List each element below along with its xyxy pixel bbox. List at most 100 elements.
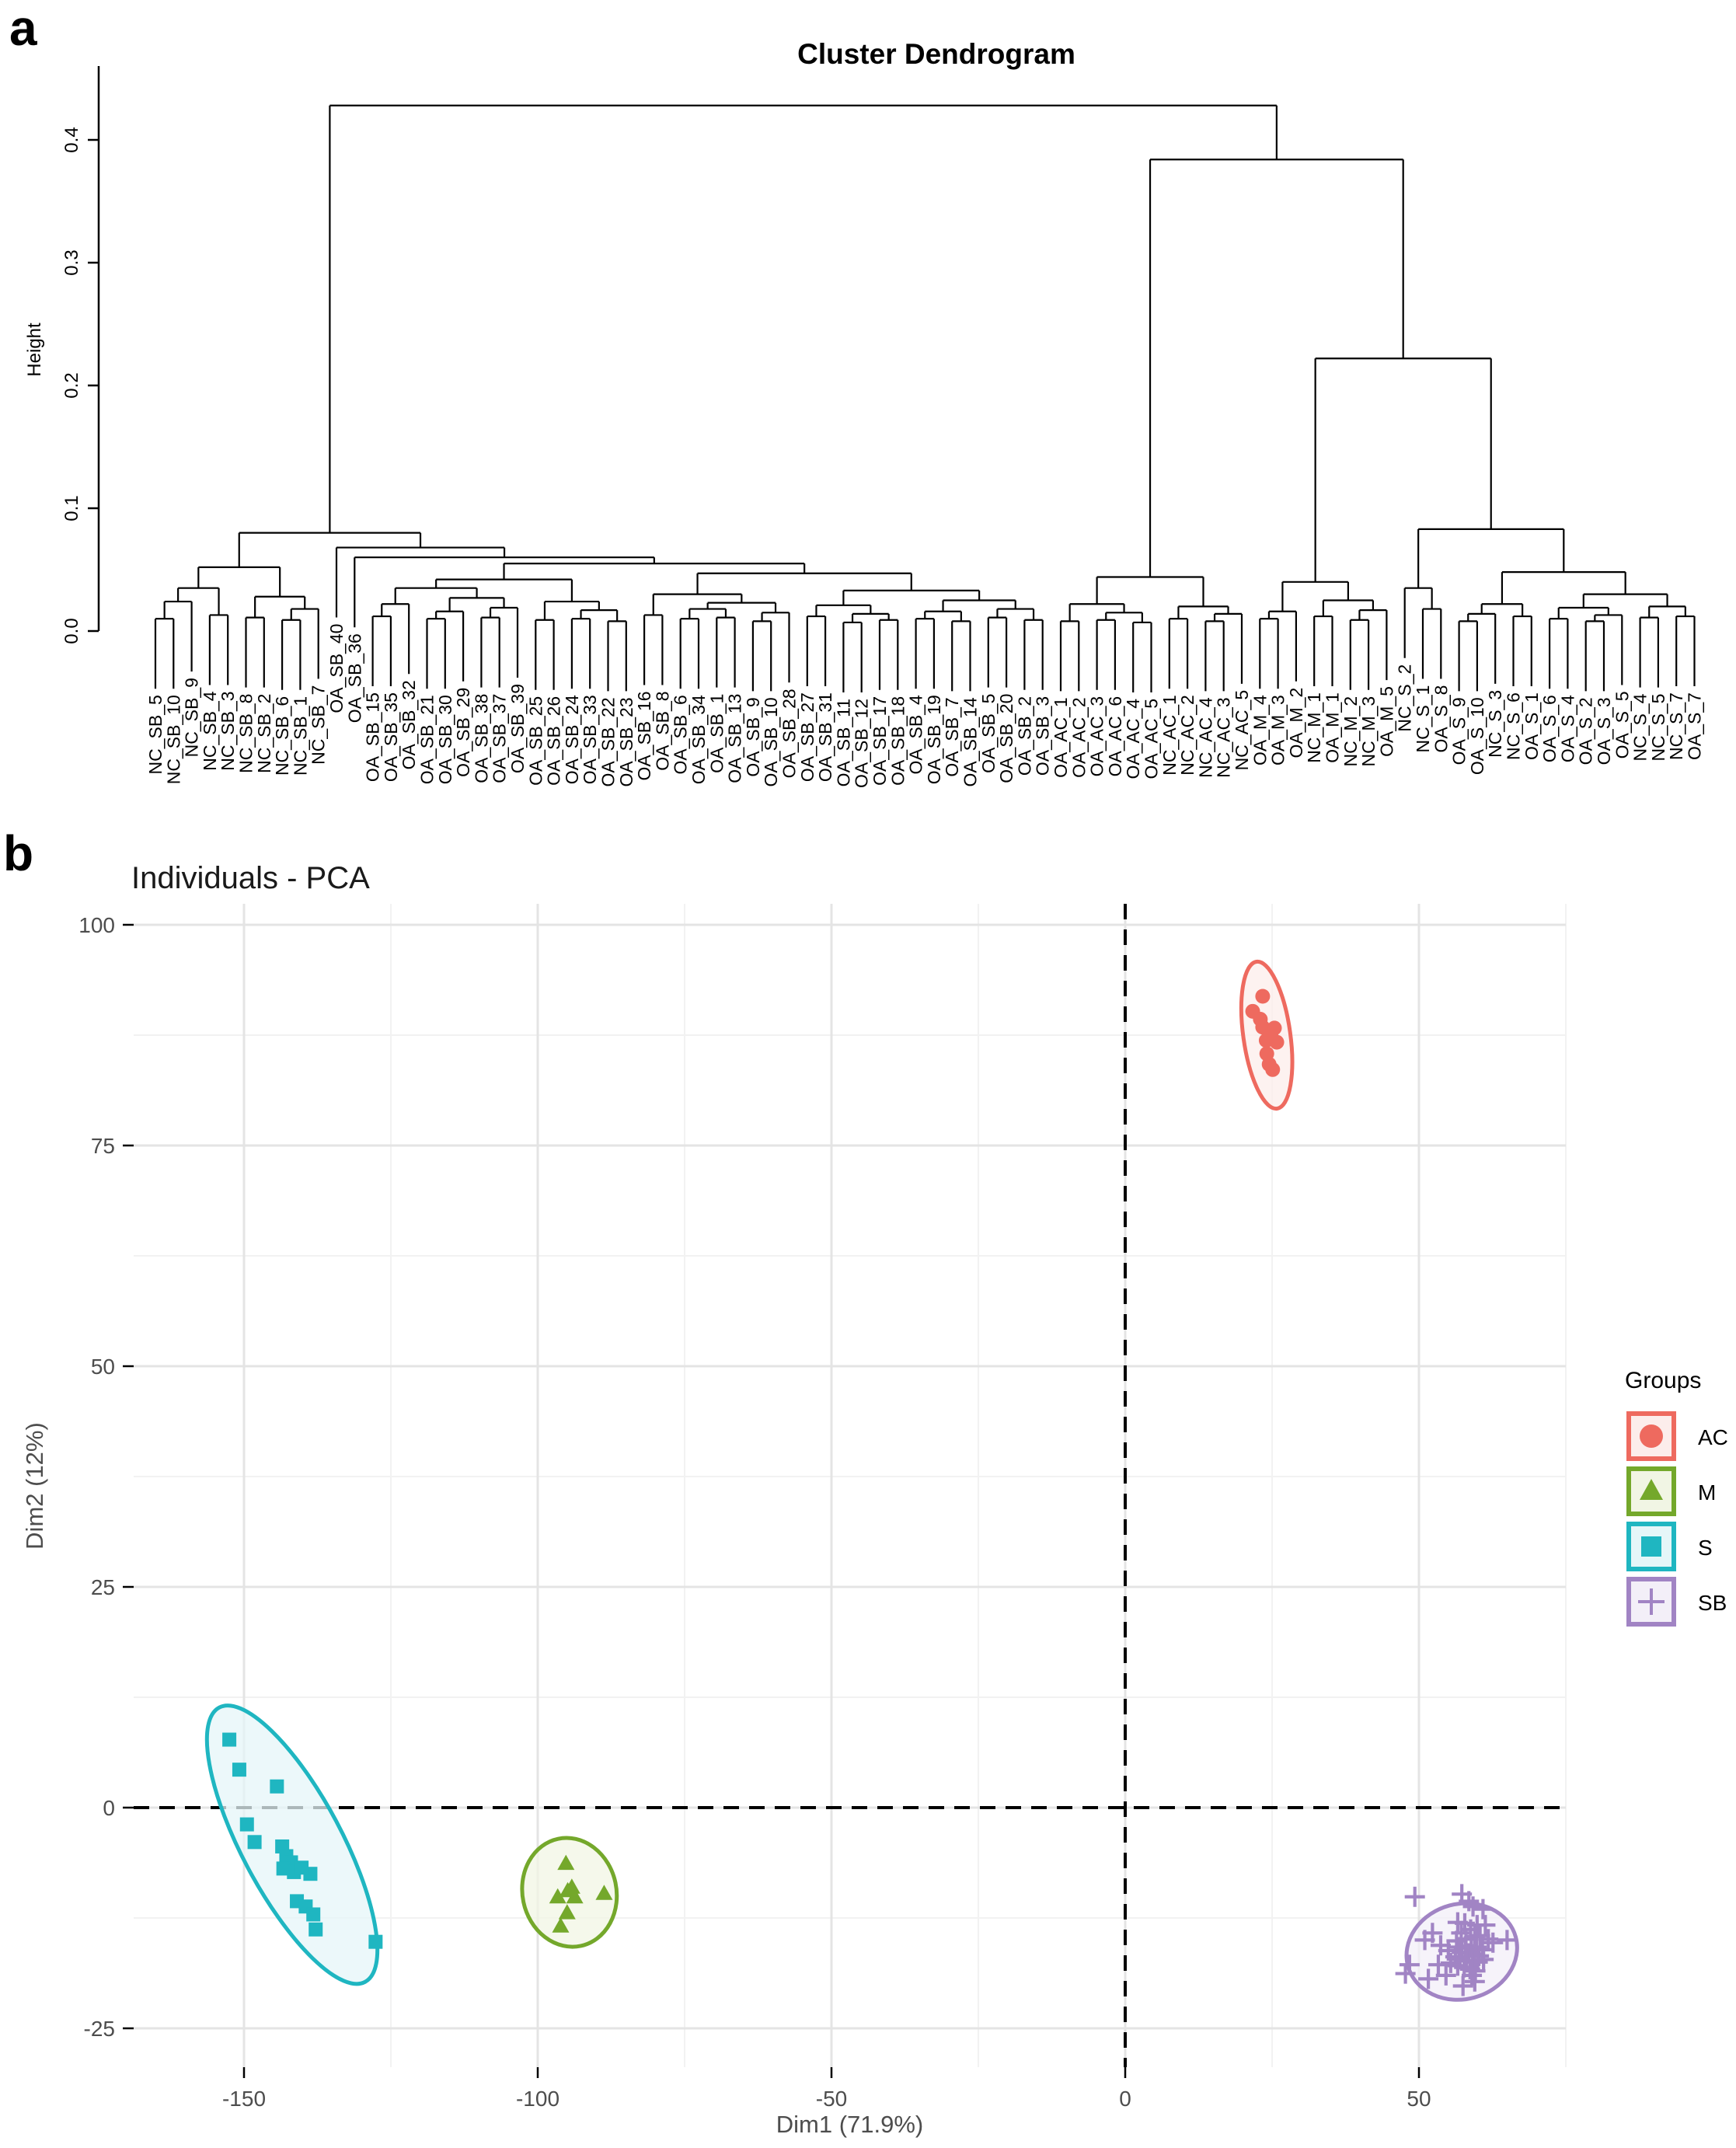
dendrogram-leaf-label: OA_SB_1 [706, 694, 727, 773]
dendrogram-leaf-label: OA_SB_12 [852, 699, 872, 788]
point-triangle-m [558, 1904, 576, 1920]
panel-a-label: a [9, 0, 37, 56]
dendrogram-leaf-label: OA_SB_3 [1033, 696, 1053, 776]
dendrogram-leaf-label: OA_AC_6 [1105, 696, 1125, 777]
dendrogram-leaf-label: OA_SB_16 [634, 691, 654, 780]
dendrogram-leaf-label: OA_AC_5 [1142, 699, 1162, 779]
point-plus-sb [1399, 1954, 1420, 1975]
dendrogram-leaf-label: NC_AC_5 [1232, 690, 1252, 771]
dendrogram-leaf-label: NC_S_5 [1648, 694, 1668, 762]
point-square-s [309, 1922, 323, 1937]
dendrogram-leaf-label: NC_SB_7 [309, 685, 329, 765]
dendrogram-leaf-label: OA_AC_4 [1123, 699, 1143, 779]
dendrogram-leaf-label: OA_SB_38 [471, 694, 491, 783]
y-axis-tick-label: -25 [84, 2017, 115, 2041]
dendrogram-leaf-label: OA_SB_17 [870, 696, 890, 786]
dendrogram-y-axis-title: Height [24, 323, 45, 377]
x-axis-tick-label: -150 [222, 2087, 266, 2111]
pca-x-axis-title: Dim1 (71.9%) [776, 2111, 924, 2138]
dendrogram-leaf-label: NC_AC_1 [1159, 695, 1180, 776]
dendrogram-leaf-label: OA_M_2 [1286, 688, 1306, 758]
point-square-s [270, 1779, 284, 1794]
point-plus-sb [1475, 1915, 1496, 1936]
dendrogram-leaf-label: OA_S_8 [1431, 685, 1451, 753]
dendrogram-leaf-label: OA_SB_29 [453, 688, 473, 777]
dendrogram-leaf-label: OA_SB_39 [507, 684, 528, 773]
point-square-s [222, 1732, 237, 1747]
point-square-s [239, 1817, 254, 1832]
legend-label-sb: SB [1698, 1591, 1727, 1615]
y-axis-tick-label: 0.0 [61, 618, 82, 643]
legend-label-ac: AC [1698, 1425, 1728, 1449]
dendrogram-leaf-label: NC_S_2 [1395, 664, 1415, 732]
dendrogram-leaf-label: OA_SB_14 [960, 697, 981, 786]
point-triangle-m [549, 1888, 566, 1904]
dendrogram-leaf-label: OA_SB_35 [381, 692, 401, 782]
point-square-s [232, 1763, 246, 1777]
y-axis-tick-label: 0.4 [61, 127, 82, 152]
point-plus-sb [1462, 1896, 1483, 1917]
point-plus-sb [1497, 1930, 1518, 1951]
dendrogram-leaf-label: OA_S_7 [1685, 692, 1705, 760]
y-axis-tick-label: 25 [91, 1575, 115, 1599]
dendrogram-leaf-label: OA_S_2 [1576, 697, 1596, 765]
legend-plus-icon [1638, 1588, 1665, 1615]
dendrogram-leaf-label: OA_M_1 [1323, 692, 1343, 763]
y-axis-tick-label: 0.2 [61, 372, 82, 398]
dendrogram-leaf-label: NC_S_7 [1666, 692, 1686, 760]
dendrogram-leaf-label: OA_AC_2 [1068, 697, 1089, 778]
y-axis-tick-label: 0.1 [61, 495, 82, 521]
point-circle-ac [1265, 1062, 1281, 1077]
x-axis-tick-label: -100 [516, 2087, 559, 2111]
dendrogram-leaf-label: OA_M_5 [1376, 686, 1396, 757]
dendrogram-leaf-label: NC_M_3 [1358, 696, 1379, 767]
point-plus-sb [1422, 1923, 1443, 1944]
point-plus-sb [1427, 1954, 1448, 1975]
dendrogram-leaf-label: OA_SB_25 [525, 696, 546, 786]
dendrogram-leaf-label: OA_AC_3 [1087, 696, 1107, 777]
point-circle-ac [1263, 1027, 1278, 1042]
point-plus-sb [1483, 1932, 1504, 1953]
dendrogram-leaf-label: OA_SB_32 [399, 680, 419, 769]
dendrogram-leaf-label: OA_SB_13 [725, 694, 745, 783]
dendrogram-leaf-label: NC_M_2 [1340, 696, 1361, 767]
dendrogram-leaf-label: OA_SB_9 [743, 697, 763, 776]
dendrogram-leaf-label: OA_SB_36 [344, 633, 364, 723]
dendrogram-leaf-label: NC_S_3 [1485, 690, 1505, 758]
point-triangle-m [566, 1888, 584, 1904]
dendrogram-leaf-label: OA_SB_28 [779, 689, 800, 778]
dendrogram-leaf-label: OA_S_4 [1557, 695, 1577, 762]
dendrogram-leaf-label: OA_M_4 [1250, 695, 1270, 765]
dendrogram-leaf-label: NC_SB_1 [290, 696, 310, 776]
dendrogram-leaf-label: NC_SB_10 [163, 695, 183, 784]
y-axis-tick-label: 50 [91, 1355, 115, 1379]
legend-triangle-icon [1640, 1479, 1663, 1500]
point-square-s [295, 1860, 309, 1875]
dendrogram-leaf-label: OA_SB_31 [815, 692, 835, 782]
y-axis-tick-label: 0 [103, 1796, 115, 1820]
point-plus-sb [1404, 1886, 1425, 1907]
dendrogram-leaf-label: OA_SB_37 [490, 694, 510, 783]
dendrogram-leaf-label: OA_SB_8 [652, 691, 672, 770]
dendrogram-leaf-label: OA_SB_6 [671, 695, 691, 774]
legend-circle-icon [1640, 1424, 1663, 1448]
dendrogram-leaf-label: OA_S_5 [1612, 691, 1632, 758]
legend-label-m: M [1698, 1480, 1716, 1505]
dendrogram-leaf-label: OA_SB_18 [887, 696, 908, 786]
dendrogram-leaf-label: NC_S_6 [1504, 692, 1524, 760]
point-plus-sb [1452, 1975, 1473, 1996]
dendrogram-leaf-label: OA_SB_11 [833, 699, 853, 786]
dendrogram-leaf-label: OA_SB_26 [544, 696, 564, 786]
pca-title: Individuals - PCA [131, 861, 370, 895]
panel-b-label: b [3, 825, 34, 881]
dendrogram-leaf-label: OA_SB_34 [688, 695, 709, 784]
dendrogram-leaf-label: NC_AC_3 [1214, 697, 1234, 778]
x-axis-tick-label: 0 [1119, 2087, 1131, 2111]
point-plus-sb [1418, 1968, 1439, 1989]
dendrogram-leaf-label: NC_S_1 [1413, 685, 1433, 753]
dendrogram-leaf-label: NC_SB_9 [182, 678, 202, 757]
y-axis-tick-label: 0.3 [61, 249, 82, 275]
